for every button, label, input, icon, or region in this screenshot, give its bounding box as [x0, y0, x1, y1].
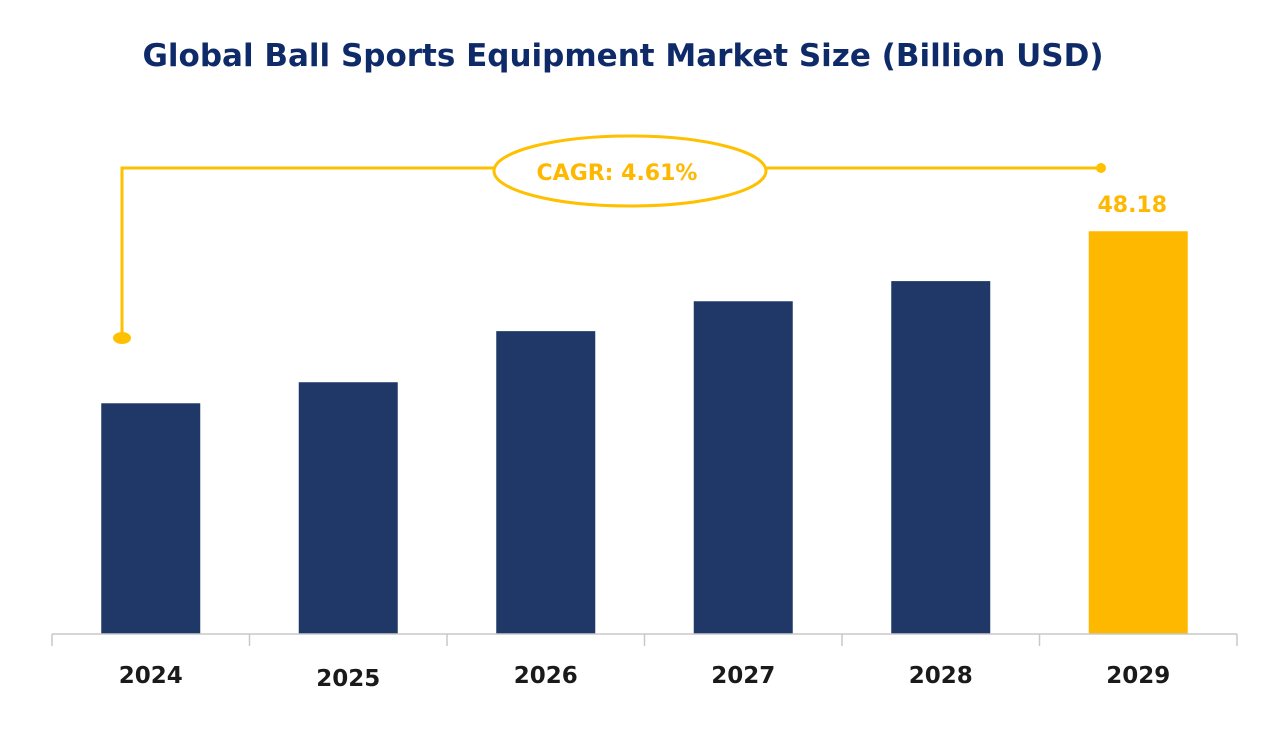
data-label: 48.18 — [1097, 193, 1167, 218]
x-tick-label: 2028 — [909, 663, 973, 689]
bar-2024 — [101, 403, 201, 634]
cagr-annotation: CAGR: 4.61% — [113, 134, 1106, 344]
bar-2028 — [891, 281, 991, 634]
bar-2025 — [298, 382, 398, 634]
x-tick-label: 2029 — [1106, 663, 1170, 689]
x-tick-label: 2027 — [711, 663, 775, 689]
x-tick-label: 2025 — [316, 666, 380, 692]
cagr-dot-start — [113, 332, 131, 344]
cagr-bracket-line — [120, 166, 494, 338]
bar-2027 — [693, 301, 793, 634]
cagr-dot-end — [1096, 163, 1106, 173]
bar-2026 — [496, 331, 596, 634]
cagr-ellipse — [492, 134, 768, 208]
x-tick-label: 2026 — [514, 663, 578, 689]
cagr-label: CAGR: 4.61% — [537, 161, 698, 186]
x-tick-label: 2024 — [119, 663, 183, 689]
chart-title: Global Ball Sports Equipment Market Size… — [142, 38, 1103, 74]
bar-2029 — [1088, 231, 1188, 634]
